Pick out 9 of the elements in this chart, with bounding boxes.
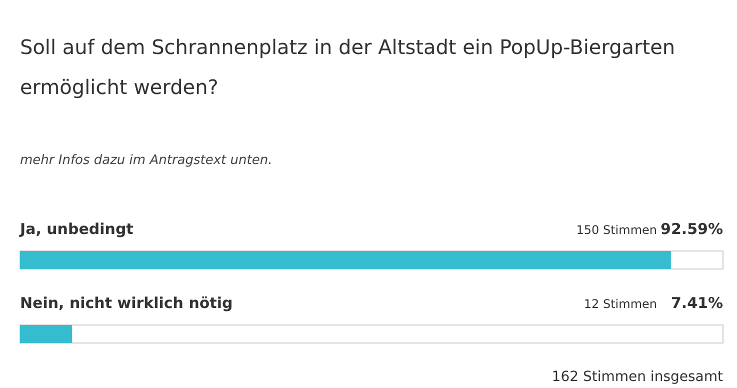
data-label: 92.59% [660,220,723,238]
text: 162 Stimmen insgesamt [552,369,724,385]
chart-title: Soll auf dem Schrannenplatz in der Altstadt ein PopUp-Biergarten ermöglicht werden? [20,35,682,99]
annotation: 150 Stimmen [576,223,657,237]
y-tick-label: Ja, unbedingt [19,220,134,238]
chart-subtitle: mehr Infos dazu im Antragstext unten. [20,153,272,168]
annotation: 12 Stimmen [584,297,657,311]
y-tick-label: Nein, nicht wirklich nötig [20,294,233,312]
data-label: 7.41% [670,294,723,312]
